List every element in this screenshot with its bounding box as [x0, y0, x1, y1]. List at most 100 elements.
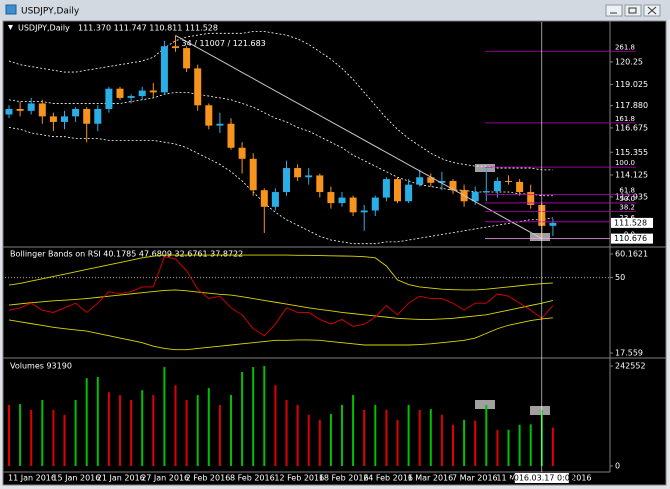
volume-bar — [241, 371, 244, 466]
candle-body — [5, 108, 13, 115]
candle-body — [338, 197, 346, 204]
indicator-line — [8, 317, 553, 351]
y-tick-label: 119.025 — [615, 80, 648, 89]
volume-bar — [440, 414, 443, 466]
candle-body — [72, 108, 80, 117]
y-tick-label: 242552 — [615, 362, 646, 371]
x-tick-label: 24 Feb 2016 — [363, 474, 413, 483]
bollinger-band — [8, 127, 553, 245]
volume-bar — [63, 414, 66, 466]
volume-bar — [474, 420, 477, 466]
x-tick-label: 2 Feb 2016 — [186, 474, 231, 483]
candle-body — [516, 181, 524, 193]
candle-body — [505, 180, 512, 182]
volume-bar — [318, 419, 321, 466]
fibo-label: 23.6 — [619, 214, 635, 222]
volume-bar — [52, 409, 55, 466]
candle-body — [382, 179, 390, 198]
candle-body — [360, 210, 368, 213]
candle-body — [183, 48, 191, 69]
candle-body — [316, 175, 324, 193]
collapse-arrow[interactable] — [8, 25, 13, 30]
y-tick-label: 116.675 — [615, 123, 648, 132]
x-tick-label: 8 Feb 2016 — [230, 474, 275, 483]
volume-bar — [374, 404, 377, 466]
fibo-label: 61.8 — [619, 186, 635, 194]
candle-body — [227, 123, 235, 148]
fibo-label: 261.8 — [615, 43, 635, 51]
window-icon — [5, 4, 17, 15]
cursor-date-box — [514, 473, 569, 483]
panel-title: Bollinger Bands on RSI 40.1785 47.6809 3… — [10, 250, 243, 259]
restore-button[interactable] — [624, 4, 642, 17]
candle-body — [283, 168, 290, 193]
candle-body — [449, 180, 457, 191]
candle-body — [105, 88, 113, 109]
indicator-line — [8, 254, 553, 291]
volume-bar — [329, 414, 332, 466]
tooltip-box — [530, 406, 550, 415]
volume-bar — [507, 429, 510, 466]
candle-body — [405, 184, 413, 202]
y-tick-label: 50 — [615, 273, 625, 282]
candle-body — [427, 177, 435, 183]
volume-bar — [385, 409, 388, 466]
candle-body — [127, 96, 135, 98]
close-icon — [647, 6, 657, 15]
volume-bar — [218, 404, 221, 466]
candle-body — [349, 197, 357, 213]
volume-bar — [107, 392, 110, 466]
candle-body — [438, 180, 446, 183]
bollinger-band — [8, 31, 553, 171]
volume-bar — [130, 400, 133, 466]
volume-bar — [141, 390, 144, 466]
x-tick-label: 18 Feb 2016 — [319, 474, 369, 483]
tooltip-box — [475, 164, 495, 172]
tooltip-box — [530, 233, 550, 241]
candle-body — [83, 108, 91, 124]
candle-body — [527, 192, 535, 205]
y-tick-label: 114.125 — [615, 170, 648, 179]
y-tick-label: 17.559 — [615, 349, 643, 358]
volume-bar — [485, 404, 488, 466]
volume-bar — [429, 409, 432, 466]
cursor-date-label: 2016.03.17 0:00 — [509, 474, 575, 483]
candle-body — [260, 190, 268, 207]
volume-bar — [96, 376, 99, 466]
y-tick-label: 0 — [615, 462, 620, 471]
volume-bar — [452, 424, 454, 466]
candle-body — [394, 179, 401, 202]
candle-body — [249, 158, 257, 191]
volume-bar — [19, 404, 22, 466]
volume-bar — [396, 419, 399, 466]
volume-bar — [163, 367, 166, 466]
chart-area — [2, 20, 667, 486]
volume-bar — [263, 366, 266, 466]
panel-title: Volumes 93190 — [10, 362, 72, 371]
volume-bar — [296, 404, 299, 466]
candle-body — [294, 168, 302, 178]
bid-box — [611, 217, 653, 228]
volume-bar — [196, 395, 199, 466]
x-tick-label: 21 Jan 2016 — [97, 474, 145, 483]
volume-bar — [363, 409, 366, 466]
volume-bar — [307, 414, 310, 466]
trendline — [175, 35, 543, 240]
candle-body — [160, 46, 168, 93]
y-tick-label: 115.355 — [615, 148, 648, 157]
title-bar — [0, 0, 670, 20]
restore-icon — [628, 7, 637, 14]
candle-body — [49, 116, 57, 122]
fibo-label: 38.2 — [619, 203, 635, 211]
x-tick-label: 15 Jan 2016 — [52, 474, 100, 483]
candle-body — [549, 222, 557, 226]
candle-body — [271, 192, 279, 207]
window-title: USDJPY,Daily — [21, 7, 80, 17]
minimize-button[interactable] — [605, 4, 623, 17]
candle-body — [471, 192, 479, 202]
candle-body — [327, 192, 335, 204]
candle-body — [238, 147, 246, 159]
volume-bar — [252, 367, 255, 466]
y-tick-label: 60.1621 — [615, 250, 648, 259]
